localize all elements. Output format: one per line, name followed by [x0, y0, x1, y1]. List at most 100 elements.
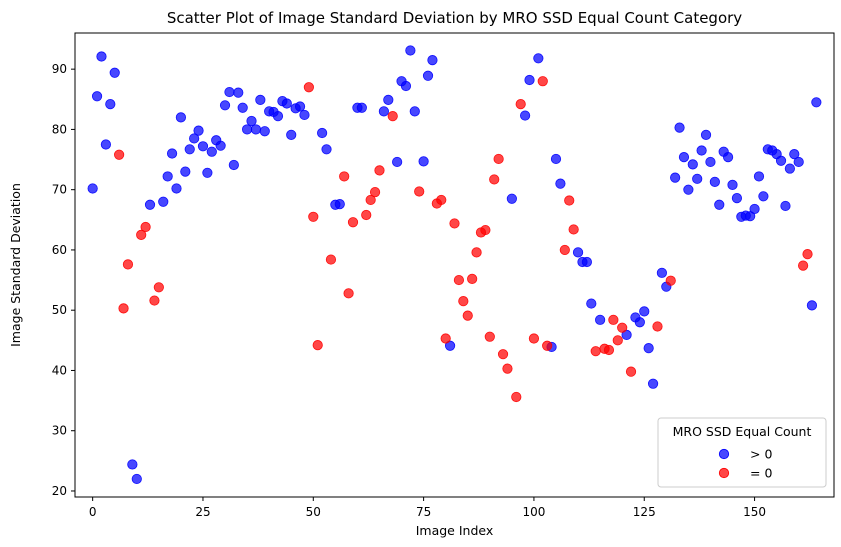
data-point — [414, 186, 425, 197]
data-point — [555, 178, 566, 189]
data-point — [608, 314, 619, 325]
data-point — [524, 74, 535, 86]
y-tick-label: 30 — [52, 424, 67, 438]
legend-title: MRO SSD Equal Count — [673, 424, 812, 439]
data-point — [758, 191, 769, 202]
data-point — [334, 199, 345, 210]
data-point — [422, 70, 434, 81]
data-point — [568, 224, 579, 235]
data-point — [105, 99, 116, 110]
data-point — [96, 51, 107, 62]
data-point — [502, 363, 513, 374]
data-point — [440, 333, 451, 344]
legend-box — [657, 417, 827, 488]
y-tick-label: 50 — [52, 303, 67, 317]
data-point — [189, 133, 200, 144]
data-point — [564, 195, 575, 206]
data-point — [714, 199, 725, 210]
data-point — [581, 256, 592, 268]
data-point — [387, 111, 398, 122]
data-point — [784, 163, 795, 174]
data-point — [118, 303, 129, 314]
data-point — [603, 344, 615, 356]
data-point — [542, 340, 553, 351]
data-point — [206, 146, 217, 157]
data-point — [100, 139, 111, 150]
y-tick-label: 20 — [52, 484, 67, 498]
data-point — [405, 45, 416, 56]
data-point — [612, 335, 623, 346]
data-point — [489, 174, 500, 185]
data-point — [625, 366, 637, 377]
data-point — [515, 99, 526, 110]
data-point — [480, 224, 491, 236]
data-point — [272, 111, 284, 122]
data-point — [369, 186, 381, 198]
data-point — [700, 129, 712, 140]
data-point — [250, 124, 262, 135]
data-point — [493, 153, 504, 165]
data-point — [639, 306, 650, 317]
data-point — [811, 97, 822, 108]
data-point — [652, 321, 663, 332]
data-point — [506, 193, 517, 204]
data-point — [343, 288, 354, 299]
data-point — [709, 176, 720, 187]
data-point — [665, 275, 676, 286]
data-point — [484, 331, 495, 342]
data-point — [197, 141, 209, 152]
x-axis-label: Image Index — [416, 523, 494, 538]
y-tick-label: 80 — [52, 122, 67, 136]
data-point — [753, 171, 765, 182]
data-point — [299, 109, 310, 121]
legend-marker — [718, 448, 730, 460]
data-point — [149, 295, 160, 306]
legend-marker — [718, 467, 730, 479]
data-point — [109, 67, 120, 78]
data-point — [670, 172, 681, 183]
series-gt-zero — [87, 45, 822, 485]
data-point — [339, 171, 350, 182]
data-point — [749, 203, 760, 215]
data-point — [705, 156, 716, 168]
data-point — [228, 159, 239, 171]
y-tick-label: 70 — [52, 183, 67, 197]
data-point — [233, 87, 244, 98]
data-point — [572, 247, 584, 258]
data-point — [321, 144, 332, 155]
data-point — [731, 193, 743, 204]
data-point — [374, 165, 385, 176]
data-point — [259, 126, 270, 137]
data-point — [166, 148, 178, 159]
data-point — [775, 155, 787, 166]
data-point — [281, 98, 292, 109]
data-point — [246, 115, 257, 127]
data-point — [317, 127, 328, 139]
data-point — [144, 199, 156, 210]
data-point — [158, 196, 169, 207]
x-tick-label: 150 — [743, 505, 766, 519]
data-point — [378, 106, 389, 117]
data-point — [617, 322, 628, 333]
data-point — [722, 152, 734, 163]
data-point — [400, 80, 412, 92]
data-point — [365, 194, 376, 206]
data-point — [436, 194, 447, 206]
data-point — [656, 267, 668, 278]
data-point — [347, 217, 359, 228]
data-point — [533, 53, 544, 64]
data-point — [586, 298, 597, 309]
data-point — [634, 317, 645, 328]
data-point — [303, 82, 314, 93]
x-tick-label: 0 — [89, 505, 97, 519]
data-point — [453, 274, 465, 286]
data-point — [361, 209, 372, 221]
data-point — [497, 349, 509, 360]
data-point — [802, 249, 813, 260]
data-point — [471, 247, 482, 258]
data-point — [511, 391, 522, 403]
y-tick-label: 40 — [52, 363, 67, 377]
data-point — [286, 129, 297, 140]
data-point — [224, 86, 235, 98]
data-point — [294, 101, 306, 112]
